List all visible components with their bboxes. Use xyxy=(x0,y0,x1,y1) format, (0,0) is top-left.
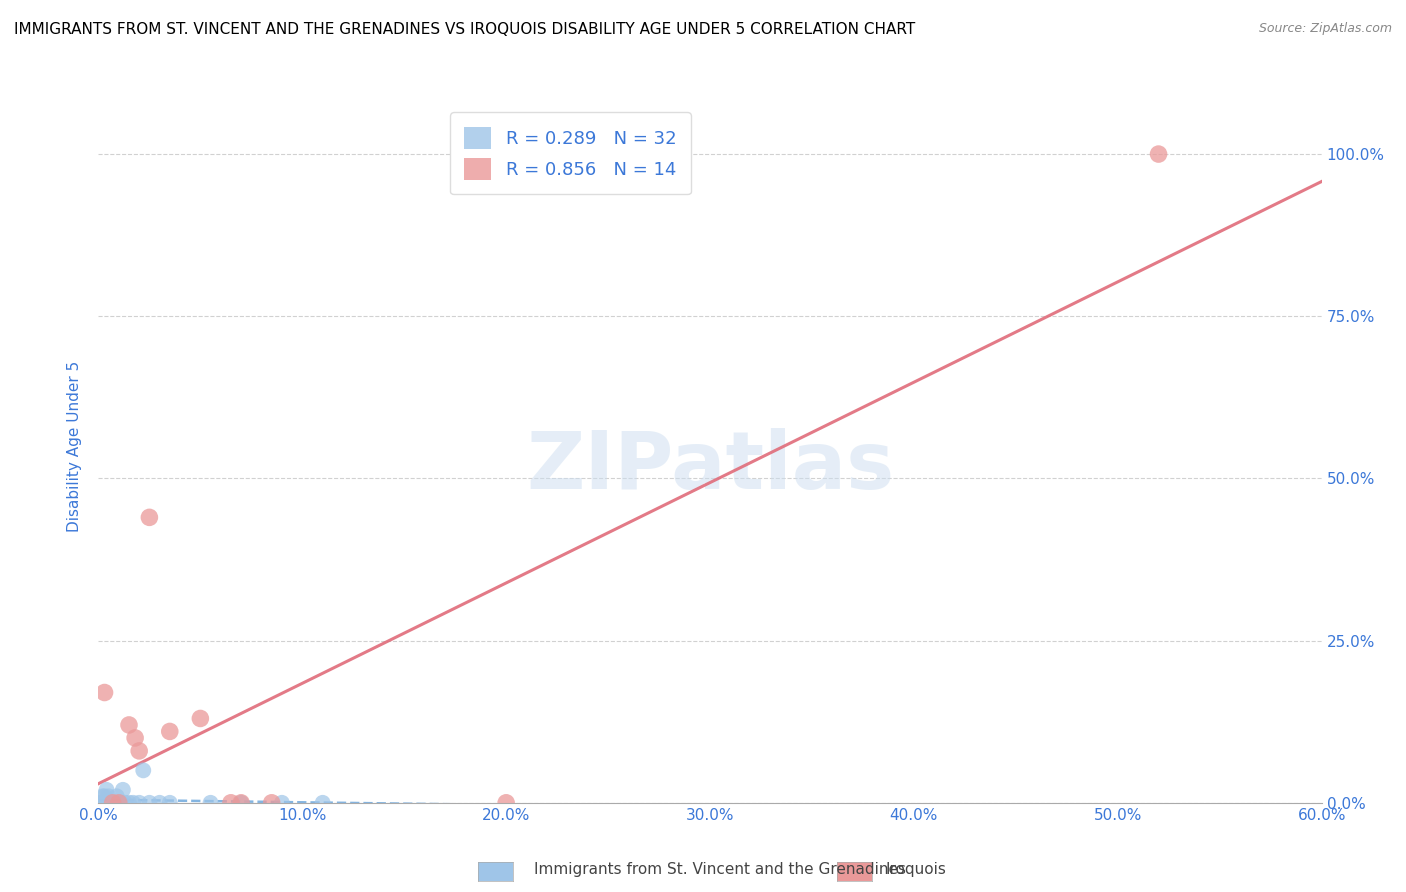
Text: Source: ZipAtlas.com: Source: ZipAtlas.com xyxy=(1258,22,1392,36)
Point xyxy=(188,711,212,725)
Point xyxy=(93,796,115,810)
Point xyxy=(118,718,141,732)
Point xyxy=(260,796,283,810)
Point xyxy=(93,685,115,699)
Text: Iroquois: Iroquois xyxy=(886,863,946,877)
Y-axis label: Disability Age Under 5: Disability Age Under 5 xyxy=(67,360,83,532)
Point xyxy=(89,796,111,810)
Point xyxy=(128,796,150,810)
Point xyxy=(114,796,136,810)
Point xyxy=(100,796,122,810)
Point xyxy=(100,796,122,810)
Point xyxy=(1147,147,1170,161)
Point xyxy=(105,789,128,804)
Point xyxy=(132,764,155,778)
Point xyxy=(270,796,294,810)
Text: Immigrants from St. Vincent and the Grenadines: Immigrants from St. Vincent and the Gren… xyxy=(534,863,907,877)
Point xyxy=(138,510,160,524)
Point xyxy=(96,796,118,810)
Point xyxy=(97,796,120,810)
Point xyxy=(200,796,222,810)
Point xyxy=(96,782,118,797)
Point xyxy=(149,796,172,810)
Point xyxy=(231,796,253,810)
Point xyxy=(108,796,131,810)
Point xyxy=(97,789,120,804)
Point xyxy=(101,796,124,810)
Point xyxy=(93,789,115,804)
Point xyxy=(93,796,115,810)
Point xyxy=(231,796,253,810)
Point xyxy=(159,724,181,739)
Point xyxy=(312,796,335,810)
Point xyxy=(97,796,120,810)
Point xyxy=(118,796,141,810)
Point xyxy=(128,744,150,758)
Point xyxy=(110,796,132,810)
Point xyxy=(138,796,160,810)
Legend: R = 0.289   N = 32, R = 0.856   N = 14: R = 0.289 N = 32, R = 0.856 N = 14 xyxy=(450,112,690,194)
Text: IMMIGRANTS FROM ST. VINCENT AND THE GRENADINES VS IROQUOIS DISABILITY AGE UNDER : IMMIGRANTS FROM ST. VINCENT AND THE GREN… xyxy=(14,22,915,37)
Point xyxy=(111,782,134,797)
Text: ZIPatlas: ZIPatlas xyxy=(526,428,894,507)
Point xyxy=(495,796,517,810)
Point xyxy=(101,796,124,810)
Point xyxy=(96,796,118,810)
Point xyxy=(91,789,114,804)
Point xyxy=(159,796,181,810)
Point xyxy=(122,796,145,810)
Point xyxy=(219,796,242,810)
Point xyxy=(124,731,146,745)
Point xyxy=(104,796,127,810)
Point xyxy=(91,796,114,810)
Point xyxy=(108,796,131,810)
